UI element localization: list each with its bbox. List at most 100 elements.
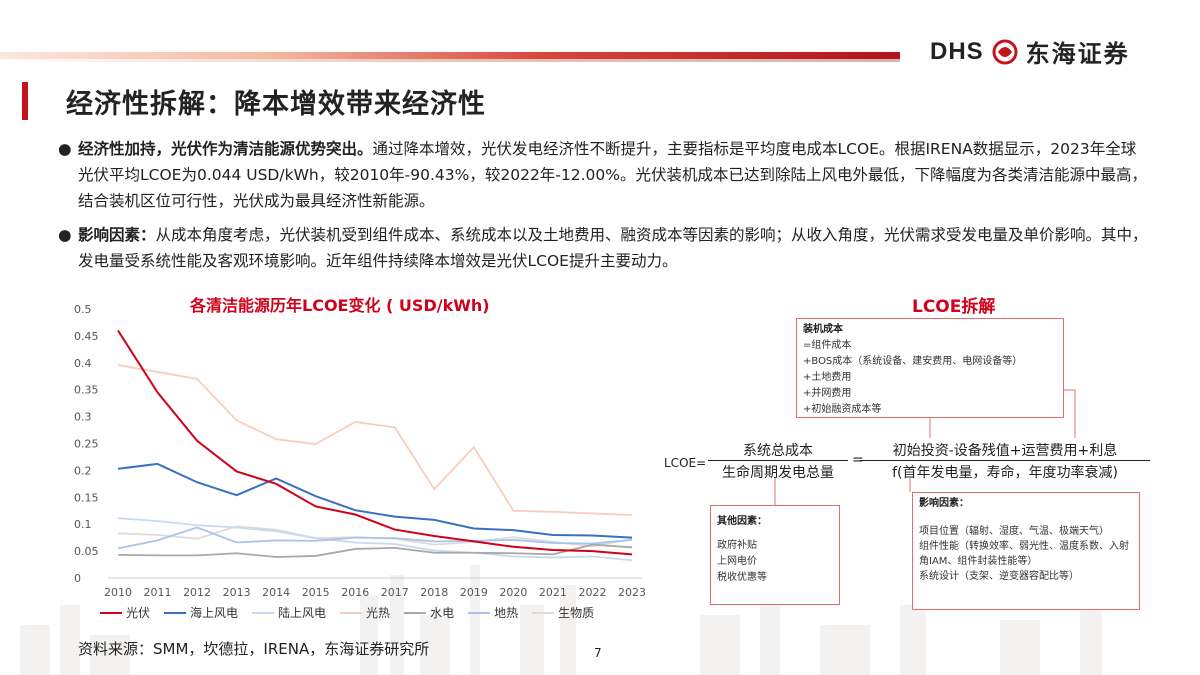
- impact-factor-line: 组件性能（转换效率、弱光性、温度系数、入射角IAM、组件封装性能等）: [919, 541, 1129, 567]
- y-tick-label: 0.1: [74, 518, 92, 531]
- legend-label: 生物质: [558, 606, 595, 620]
- install-cost-header: 装机成本: [803, 324, 843, 335]
- legend-label: 光伏: [126, 606, 151, 620]
- series-line-地热: [117, 526, 633, 550]
- formula-lhs: LCOE=: [664, 456, 707, 470]
- legend-swatch: [532, 611, 555, 614]
- fraction-bar: [708, 460, 848, 461]
- logo-latin-text: DHS: [930, 37, 984, 65]
- page-number: 7: [594, 646, 602, 660]
- y-tick-label: 0.15: [74, 491, 99, 504]
- x-tick-label: 2011: [144, 586, 172, 599]
- legend-swatch: [468, 611, 491, 614]
- x-tick-label: 2013: [223, 586, 251, 599]
- x-tick-label: 2010: [104, 586, 132, 599]
- install-cost-line: +BOS成本（系统设备、建安费用、电网设备等）: [803, 356, 1023, 367]
- bullet-dot-icon: ●: [58, 226, 72, 244]
- series-line-光伏: [117, 329, 633, 556]
- bullet-item: ● 经济性加持，光伏作为清洁能源优势突出。通过降本增效，光伏发电经济性不断提升，…: [58, 136, 1148, 214]
- y-tick-label: 0: [74, 572, 81, 585]
- formula-denominator-1: 生命周期发电总量: [722, 465, 834, 481]
- legend-swatch: [100, 611, 122, 614]
- install-cost-box: 装机成本 =组件成本 +BOS成本（系统设备、建安费用、电网设备等） +土地费用…: [796, 318, 1064, 418]
- x-tick-label: 2022: [578, 586, 606, 599]
- legend-item: 陆上风电: [252, 604, 326, 621]
- install-cost-line: +并网费用: [803, 388, 852, 399]
- x-tick-label: 2020: [499, 586, 527, 599]
- install-cost-line: =组件成本: [803, 340, 852, 351]
- legend-item: 光热: [340, 604, 390, 621]
- dragon-emblem-icon: [992, 39, 1018, 64]
- install-cost-line: +初始融资成本等: [803, 404, 882, 415]
- formula-equals: =: [852, 452, 864, 468]
- lcoe-breakdown-title: LCOE拆解: [912, 297, 996, 317]
- bullet-text: 从成本角度考虑，光伏装机受到组件成本、系统成本以及土地费用、融资成本等因素的影响…: [78, 226, 1148, 270]
- other-factor-line: 政府补贴: [717, 540, 757, 551]
- company-logo: DHS 东海证券: [930, 34, 1130, 69]
- legend-label: 水电: [430, 606, 455, 620]
- formula-numerator-1: 系统总成本: [743, 443, 813, 459]
- legend-swatch: [164, 611, 187, 614]
- y-tick-label: 0.45: [74, 330, 99, 343]
- bullet-dot-icon: ●: [58, 140, 72, 158]
- x-tick-label: 2021: [539, 586, 567, 599]
- bullet-lead: 影响因素：: [78, 226, 156, 244]
- x-tick-label: 2012: [183, 586, 211, 599]
- impact-factor-line: 项目位置（辐射、湿度、气温、极端天气）: [919, 526, 1109, 537]
- x-tick-label: 2016: [341, 586, 369, 599]
- legend-label: 光热: [366, 606, 391, 620]
- y-tick-label: 0.4: [74, 357, 92, 370]
- other-factor-line: 税收优惠等: [717, 572, 767, 583]
- x-tick-label: 2023: [618, 586, 646, 599]
- y-tick-label: 0.2: [74, 464, 92, 477]
- chart-legend: 光伏 海上风电 陆上风电 光热 水电 地热 生物质: [100, 604, 594, 621]
- chart-title: 各清洁能源历年LCOE变化 ( USD/kWh): [190, 296, 490, 315]
- legend-item: 光伏: [100, 604, 150, 621]
- impact-factor-line: 系统设计（支架、逆变器容配比等）: [919, 571, 1079, 582]
- formula-denominator-2: f(首年发电量，寿命，年度功率衰减): [892, 465, 1118, 481]
- legend-item: 生物质: [532, 604, 594, 621]
- x-tick-label: 2017: [381, 586, 409, 599]
- bullet-list: ● 经济性加持，光伏作为清洁能源优势突出。通过降本增效，光伏发电经济性不断提升，…: [58, 136, 1148, 282]
- legend-item: 海上风电: [164, 604, 238, 621]
- title-accent-bar: [22, 82, 28, 120]
- other-factors-header: 其他因素：: [717, 516, 767, 527]
- x-tick-label: 2018: [420, 586, 448, 599]
- y-tick-label: 0.25: [74, 438, 99, 451]
- logo-chinese-text: 东海证券: [1025, 40, 1130, 68]
- other-factor-line: 上网电价: [717, 556, 757, 567]
- formula-numerator-2: 初始投资-设备残值+运营费用+利息: [892, 443, 1118, 459]
- y-tick-label: 0.05: [74, 545, 99, 558]
- y-tick-label: 0.35: [74, 384, 99, 397]
- legend-swatch: [340, 611, 363, 614]
- city-skyline-background: [20, 565, 1102, 675]
- source-note: 资料来源：SMM，坎德拉，IRENA，东海证券研究所: [78, 640, 430, 658]
- legend-label: 陆上风电: [278, 606, 327, 620]
- fraction-bar: [860, 460, 1150, 461]
- series-line-海上风电: [117, 462, 633, 539]
- y-tick-label: 0.3: [74, 411, 92, 424]
- lcoe-line-chart: 0 0.05 0.1 0.15 0.2 0.25 0.3 0.35 0.4 0.45 0.5 2010…: [74, 303, 646, 599]
- install-cost-line: +土地费用: [803, 372, 852, 383]
- x-tick-label: 2019: [460, 586, 488, 599]
- header-gradient-bar: [0, 52, 900, 59]
- y-tick-label: 0.5: [74, 303, 92, 316]
- header-gradient-underline: [0, 59, 900, 62]
- series-line-陆上风电: [117, 517, 633, 562]
- legend-label: 地热: [494, 606, 519, 620]
- legend-swatch: [404, 611, 427, 614]
- impact-factors-box: 影响因素： 项目位置（辐射、湿度、气温、极端天气） 组件性能（转换效率、弱光性、…: [912, 492, 1140, 610]
- series-line-水电: [117, 543, 633, 558]
- legend-swatch: [252, 611, 275, 614]
- page-title: 经济性拆解：降本增效带来经济性: [66, 89, 486, 120]
- x-tick-label: 2015: [302, 586, 330, 599]
- impact-factors-header: 影响因素：: [919, 498, 969, 509]
- bullet-text: 通过降本增效，光伏发电经济性不断提升，主要指标是平均度电成本LCOE。根据IRE…: [78, 140, 1148, 210]
- bullet-item: ● 影响因素：从成本角度考虑，光伏装机受到组件成本、系统成本以及土地费用、融资成…: [58, 222, 1148, 274]
- series-line-光热: [117, 364, 633, 516]
- legend-item: 水电: [404, 604, 454, 621]
- other-factors-box: 其他因素： 政府补贴 上网电价 税收优惠等: [710, 505, 840, 605]
- x-tick-label: 2014: [262, 586, 290, 599]
- legend-label: 海上风电: [190, 606, 239, 620]
